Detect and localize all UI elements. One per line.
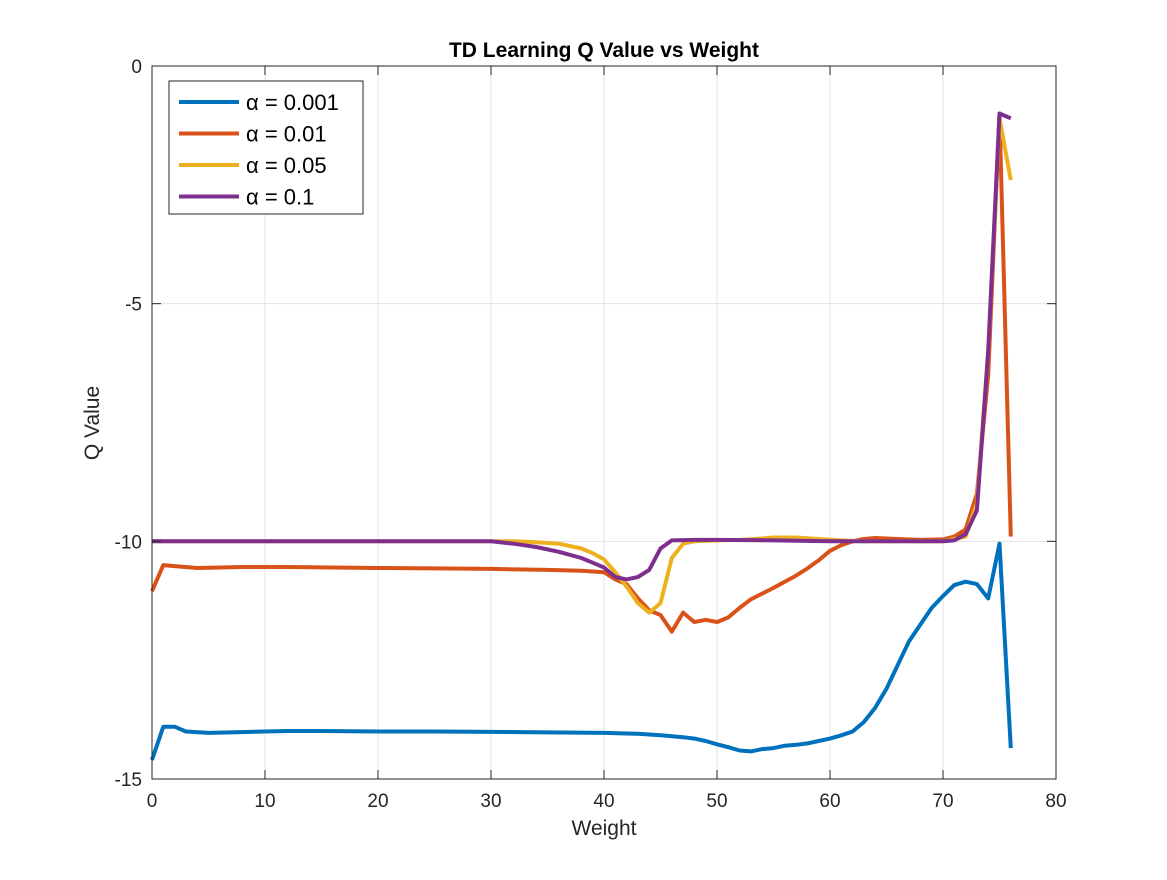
x-tick-label: 80 [1045,791,1066,812]
x-tick-label: 20 [367,791,388,812]
chart-title: TD Learning Q Value vs Weight [449,39,759,62]
y-tick-label: 0 [131,57,142,78]
legend: α = 0.001 α = 0.01 α = 0.05 α = 0.1 [168,80,364,215]
x-tick-label: 70 [932,791,953,812]
x-tick-label: 40 [593,791,614,812]
x-tick-label: 0 [147,791,158,812]
x-tick-label: 60 [819,791,840,812]
legend-entry-2: α = 0.01 [246,122,327,147]
axis-ticks: 0 10 20 30 40 50 60 70 80 0 -5 -10 -15 [115,57,1067,812]
x-tick-label: 10 [254,791,275,812]
x-axis-label: Weight [572,817,637,840]
x-tick-label: 50 [706,791,727,812]
y-tick-label: -10 [115,532,142,553]
legend-entry-3: α = 0.05 [246,153,327,178]
series-line-1 [150,541,1013,761]
y-tick-label: -5 [125,295,142,316]
legend-entry-4: α = 0.1 [246,185,314,210]
x-tick-label: 30 [480,791,501,812]
legend-entry-1: α = 0.001 [246,90,339,115]
series-lines [150,111,1013,761]
y-tick-label: -15 [115,770,142,791]
y-axis-label: Q Value [81,386,104,460]
series-line-2 [150,111,1013,634]
series-line-4 [152,111,1012,582]
